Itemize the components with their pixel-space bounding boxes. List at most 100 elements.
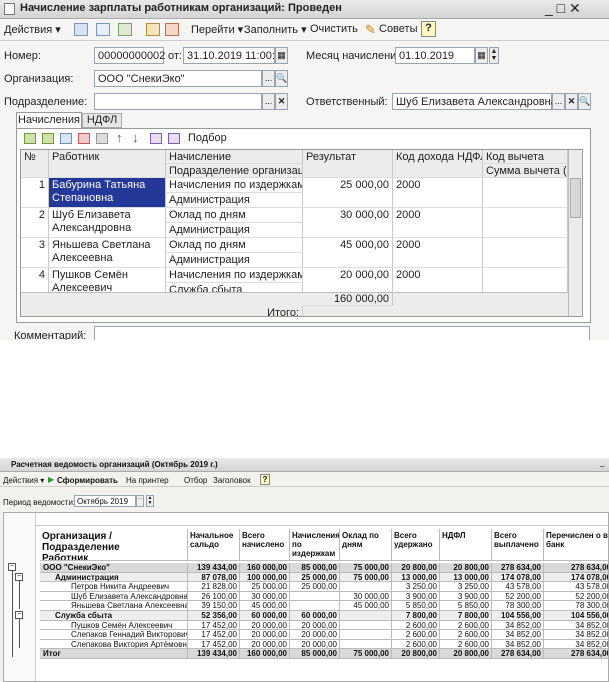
month-spin[interactable]: ▲▼ [489, 47, 499, 64]
ndfl-code-cell[interactable]: 2000 [393, 238, 483, 268]
report-cell: 278 634,00 [492, 649, 544, 659]
report-cell: 20 000,00 [240, 640, 290, 650]
structure-icon[interactable] [146, 23, 160, 36]
number-field[interactable]: 00000000002 [94, 47, 164, 64]
resp-open[interactable]: 🔍 [578, 93, 591, 110]
delete-row-icon[interactable] [78, 133, 90, 144]
actions-menu[interactable]: Действия ▾ [3, 476, 44, 485]
report-cell: 104 556,00 [492, 611, 544, 621]
tab-active[interactable]: Начисления [16, 112, 82, 128]
edit-row-icon[interactable] [60, 133, 72, 144]
deduction-cell[interactable] [483, 208, 568, 238]
refresh-icon[interactable] [118, 23, 132, 36]
accrual-cell[interactable]: Оклад по дням [166, 238, 303, 253]
report-cell: 3 900,00 [392, 592, 440, 602]
minimize-button[interactable]: _ [600, 458, 604, 467]
resp-clear[interactable]: ✕ [565, 93, 578, 110]
report-cell: 139 434,00 [188, 563, 240, 573]
deduction-cell[interactable] [483, 238, 568, 268]
help-button[interactable]: ? [421, 21, 436, 37]
report-cell: 20 000,00 [240, 621, 290, 631]
tree-toggle[interactable]: − [15, 611, 23, 619]
window-title: Расчетная ведомость организаций (Октябрь… [11, 460, 218, 469]
date-field[interactable]: 31.10.2019 11:00:00 [183, 47, 275, 64]
move-up-icon[interactable]: ↑ [116, 130, 123, 145]
add-row-icon[interactable] [24, 133, 36, 144]
tab[interactable]: НДФЛ [82, 113, 122, 128]
org-open[interactable]: 🔍 [275, 70, 288, 87]
generate-button[interactable]: Сформировать [57, 476, 118, 485]
employee-cell[interactable]: Яньшева Светлана Алексеевна [49, 238, 166, 268]
accrual-cell[interactable]: Начисления по издержкам [166, 178, 303, 193]
result-cell[interactable]: 25 000,00 [303, 178, 393, 208]
employee-cell[interactable]: Бабурина Татьяна Степановна [49, 178, 166, 208]
goto-menu[interactable]: Перейти ▾ [191, 23, 243, 36]
result-cell[interactable]: 45 000,00 [303, 238, 393, 268]
employee-cell[interactable]: Шуб Елизавета Александровна [49, 208, 166, 238]
clear-button[interactable]: Очистить [310, 23, 358, 35]
column-subheader: Подразделение организации [166, 164, 303, 178]
resp-field[interactable]: Шуб Елизавета Александровна [392, 93, 552, 110]
report-cell: 3 250,00 [440, 582, 492, 592]
dept-cell[interactable]: Администрация [166, 253, 303, 268]
header-button[interactable]: Заголовок [213, 476, 251, 485]
report-cell: 17 452,00 [188, 640, 240, 650]
end-edit-icon[interactable] [96, 133, 108, 144]
dept-field[interactable] [94, 93, 262, 110]
report-cell: 30 000,00 [340, 592, 392, 602]
report-cell: 3 900,00 [440, 592, 492, 602]
post-icon[interactable] [96, 23, 110, 36]
help-button[interactable]: ? [260, 474, 270, 485]
scroll-thumb[interactable] [570, 178, 581, 218]
org-select[interactable]: ... [262, 70, 275, 87]
pick-button[interactable]: Подбор [188, 132, 227, 144]
ndfl-code-cell[interactable]: 2000 [393, 178, 483, 208]
org-field[interactable]: ООО "СнекиЭко" [94, 70, 262, 87]
month-field[interactable]: 01.10.2019 [395, 47, 475, 64]
copy-row-icon[interactable] [42, 133, 54, 144]
date-label: от: [168, 50, 182, 62]
report-cell: 60 000,00 [240, 611, 290, 621]
org-label: Организация: [4, 73, 73, 85]
dept-cell[interactable]: Администрация [166, 193, 303, 208]
comment-field[interactable] [94, 326, 590, 340]
report-cell: 3 250,00 [392, 582, 440, 592]
resp-label: Ответственный: [306, 96, 388, 108]
movements-icon[interactable] [165, 23, 179, 36]
move-down-icon[interactable]: ↓ [132, 130, 139, 145]
add-icon[interactable] [74, 23, 88, 36]
period-spin[interactable]: ▲▼ [146, 495, 154, 507]
resp-select[interactable]: ... [552, 93, 565, 110]
report-cell: 7 800,00 [392, 611, 440, 621]
report-cell: 34 852,00 [492, 630, 544, 640]
report-cell: 39 150,00 [188, 601, 240, 611]
month-label: Месяц начисления: [306, 50, 405, 62]
ndfl-code-cell[interactable]: 2000 [393, 208, 483, 238]
dept-select[interactable]: ... [262, 93, 275, 110]
minimize-button[interactable]: _ □ ✕ [545, 0, 581, 17]
tips-button[interactable]: Советы [379, 23, 417, 35]
report-cell: 20 800,00 [440, 563, 492, 573]
accrual-cell[interactable]: Оклад по дням [166, 208, 303, 223]
dept-clear[interactable]: ✕ [275, 93, 288, 110]
filter-button[interactable]: Отбор [184, 476, 207, 485]
print-button[interactable]: На принтер [126, 476, 169, 485]
report-cell: 34 852,00 [492, 640, 544, 650]
period-picker[interactable]: … [136, 495, 144, 507]
accrual-cell[interactable]: Начисления по издержкам [166, 268, 303, 283]
sort-asc-icon[interactable] [150, 133, 162, 144]
result-cell[interactable]: 30 000,00 [303, 208, 393, 238]
actions-menu[interactable]: Действия ▾ [4, 23, 61, 36]
date-picker[interactable]: ▦ [275, 47, 288, 64]
report-cell: 20 800,00 [392, 563, 440, 573]
fill-menu[interactable]: Заполнить ▾ [244, 23, 307, 36]
month-picker[interactable]: ▦ [475, 47, 488, 64]
tree-toggle[interactable]: − [15, 573, 23, 581]
title-bar: Расчетная ведомость организаций (Октябрь… [0, 458, 609, 472]
sort-desc-icon[interactable] [168, 133, 180, 144]
dept-cell[interactable]: Администрация [166, 223, 303, 238]
period-field[interactable]: Октябрь 2019 [74, 495, 136, 507]
deduction-cell[interactable] [483, 178, 568, 208]
tree-toggle[interactable]: − [8, 563, 16, 571]
report-cell [340, 582, 392, 592]
